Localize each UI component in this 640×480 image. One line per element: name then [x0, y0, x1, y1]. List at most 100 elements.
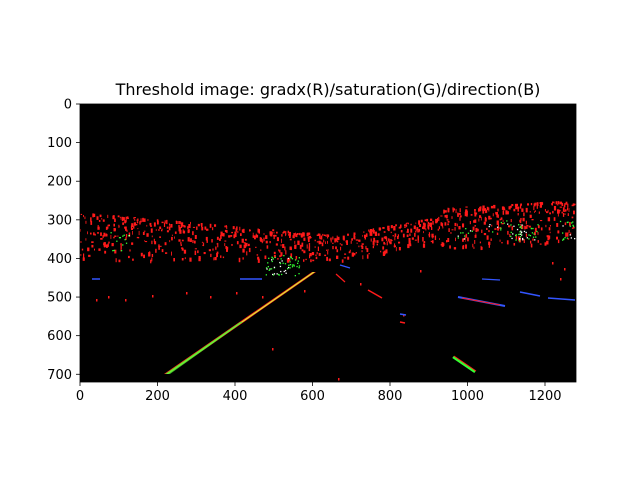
- gradx-pixel: [265, 240, 268, 244]
- gradx-pixel: [448, 228, 450, 232]
- gradx-pixel: [310, 259, 312, 263]
- gradx-pixel: [190, 221, 191, 225]
- saturation-pixel: [116, 240, 118, 242]
- right-lane-dash: [367, 289, 383, 299]
- gradx-pixel: [499, 239, 501, 242]
- gradx-pixel: [449, 245, 451, 249]
- gradx-pixel: [437, 228, 439, 231]
- saturation-pixel: [279, 262, 282, 265]
- saturation-pixel: [533, 233, 535, 235]
- gradx-pixel: [496, 213, 498, 218]
- gradx-pixel: [230, 235, 233, 237]
- gradx-pixel: [508, 225, 511, 228]
- gradx-pixel: [166, 226, 169, 229]
- gradx-pixel: [327, 240, 328, 244]
- gradx-pixel: [520, 204, 522, 209]
- gradx-pixel: [564, 210, 566, 212]
- gradx-pixel: [117, 235, 119, 237]
- gradx-pixel: [158, 229, 160, 231]
- gradx-pixel: [103, 242, 106, 247]
- gradx-pixel: [287, 230, 289, 234]
- gradx-pixel: [432, 220, 434, 225]
- gradx-pixel: [113, 236, 115, 239]
- gradx-pixel: [452, 208, 454, 213]
- gradx-pixel: [455, 237, 456, 242]
- gradx-pixel: [538, 211, 540, 214]
- gradx-pixel: [214, 257, 217, 261]
- gradx-pixel: [546, 240, 549, 245]
- gradx-pixel: [151, 254, 154, 258]
- gradx-pixel: [497, 208, 499, 212]
- gradx-pixel: [153, 238, 155, 243]
- gradx-pixel: [561, 202, 564, 206]
- gradx-pixel: [273, 251, 276, 255]
- gradx-pixel: [112, 215, 115, 220]
- gradx-pixel: [258, 229, 260, 231]
- gradx-speck: [152, 295, 154, 298]
- gradx-pixel: [198, 257, 201, 262]
- saturation-pixel: [515, 234, 517, 236]
- gradx-pixel: [559, 206, 563, 208]
- saturation-pixel: [287, 257, 290, 260]
- gradx-pixel: [346, 242, 348, 245]
- gradx-pixel: [87, 231, 88, 235]
- gradx-pixel: [241, 229, 244, 233]
- saturation-pixel: [500, 229, 502, 231]
- gradx-pixel: [339, 243, 341, 245]
- gradx-pixel: [155, 248, 157, 253]
- saturation-pixel: [520, 233, 522, 235]
- saturation-pixel: [523, 230, 526, 233]
- gradx-pixel: [462, 223, 465, 228]
- saturation-pixel: [500, 227, 502, 229]
- gradx-pixel: [295, 232, 296, 237]
- gradx-pixel: [197, 250, 199, 254]
- saturation-pixel: [471, 230, 473, 232]
- gradx-pixel: [447, 223, 449, 226]
- gradx-pixel: [273, 231, 275, 234]
- gradx-pixel: [256, 234, 259, 238]
- gradx-pixel: [99, 214, 102, 218]
- gradx-pixel: [407, 244, 410, 249]
- gradx-pixel: [546, 211, 548, 214]
- gradx-pixel: [118, 224, 120, 228]
- gradx-pixel: [441, 223, 443, 226]
- gradx-pixel: [222, 256, 225, 259]
- saturation-pixel: [512, 233, 514, 235]
- gradx-pixel: [220, 234, 222, 239]
- gradx-pixel: [534, 210, 536, 212]
- right-lane-dash: [335, 273, 346, 283]
- gradx-pixel: [415, 231, 417, 233]
- gradx-pixel: [260, 237, 262, 242]
- saturation-pixel: [526, 237, 528, 239]
- gradx-pixel: [103, 245, 106, 248]
- gradx-pixel: [246, 251, 248, 256]
- gradx-pixel: [180, 223, 182, 226]
- gradx-pixel: [539, 243, 542, 245]
- gradx-pixel: [534, 231, 536, 236]
- gradx-pixel: [83, 253, 85, 258]
- gradx-pixel: [382, 227, 385, 229]
- saturation-pixel: [122, 235, 124, 237]
- gradx-pixel: [225, 246, 227, 249]
- right-lane-dash: [453, 355, 477, 372]
- gradx-pixel: [263, 233, 265, 235]
- gradx-pixel: [440, 243, 443, 246]
- gradx-pixel: [490, 205, 493, 209]
- saturation-pixel: [492, 231, 494, 233]
- gradx-pixel: [439, 238, 440, 240]
- gradx-pixel: [418, 229, 421, 232]
- gradx-pixel: [81, 248, 84, 251]
- saturation-pixel: [291, 266, 294, 268]
- gradx-pixel: [353, 232, 356, 235]
- gradx-pixel: [400, 230, 403, 233]
- gradx-pixel: [556, 236, 558, 240]
- gradx-pixel: [414, 232, 416, 237]
- x-tick-label: 600: [300, 389, 325, 404]
- gradx-pixel: [307, 232, 311, 235]
- gradx-pixel: [549, 231, 551, 234]
- gradx-pixel: [517, 207, 519, 212]
- gradx-pixel: [363, 231, 365, 233]
- gradx-pixel: [392, 235, 394, 237]
- gradx-speck: [272, 348, 274, 351]
- gradx-pixel: [501, 206, 505, 210]
